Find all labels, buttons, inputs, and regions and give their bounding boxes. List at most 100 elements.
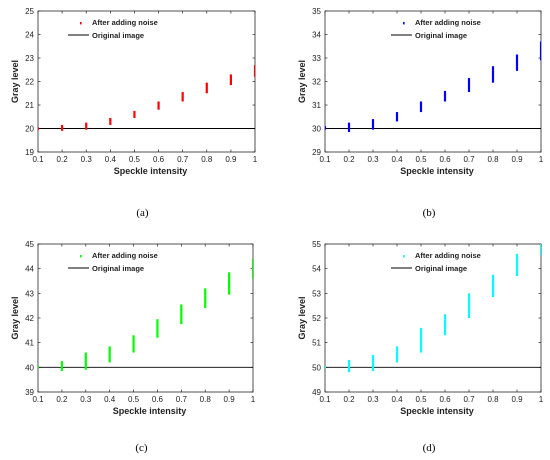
legend-noise-marker [403, 255, 405, 258]
x-tick-label: 0.8 [487, 395, 499, 404]
x-tick-label: 0.5 [128, 395, 140, 404]
legend-label-original: Original image [415, 264, 467, 273]
x-tick-label: 0.5 [415, 155, 427, 164]
x-tick-label: 1 [251, 395, 256, 404]
x-axis-title: Speckle intensity [400, 166, 474, 176]
legend-label-noise: After adding noise [415, 18, 481, 27]
x-tick-label: 0.3 [81, 155, 93, 164]
panel-label: (c) [135, 442, 148, 454]
x-tick-label: 0.3 [367, 395, 379, 404]
x-tick-label: 0.6 [153, 155, 165, 164]
series-layer [325, 244, 541, 373]
x-tick-label: 0.9 [224, 395, 236, 404]
y-tick-label: 45 [25, 240, 34, 249]
y-tick-label: 55 [312, 240, 321, 249]
y-tick-label: 43 [25, 289, 34, 298]
x-tick-label: 0.3 [80, 395, 92, 404]
series-layer [325, 41, 541, 133]
panel-label: (a) [136, 207, 149, 219]
y-tick-label: 50 [312, 363, 321, 372]
x-tick-label: 0.3 [367, 155, 379, 164]
x-tick-label: 1 [253, 155, 258, 164]
x-tick-label: 0.6 [439, 155, 451, 164]
y-tick-label: 39 [25, 388, 34, 397]
y-tick-label: 25 [25, 7, 34, 16]
chart-panel-4: 0.1 0.2 0.3 0.4 0.5 0.6 0.7 0.8 0.9 1 49 50 51 52 53 54… [297, 240, 544, 454]
x-tick-label: 0.9 [225, 155, 237, 164]
y-tick-label: 22 [25, 78, 34, 87]
y-tick-label: 30 [312, 125, 321, 134]
panel-label: (b) [423, 207, 436, 219]
y-tick-label: 52 [312, 314, 321, 323]
legend-label-noise: After adding noise [415, 251, 481, 260]
x-tick-label: 0.2 [343, 155, 355, 164]
x-tick-label: 0.1 [319, 395, 331, 404]
chart-panel-2: 0.1 0.2 0.3 0.4 0.5 0.6 0.7 0.8 0.9 1 29 30 31 32 33 34… [297, 7, 544, 219]
x-tick-label: 1 [539, 155, 544, 164]
y-tick-label: 42 [25, 314, 34, 323]
x-tick-label: 0.7 [176, 395, 188, 404]
legend: After adding noise Original image [391, 251, 481, 273]
x-tick-label: 0.2 [56, 395, 68, 404]
x-tick-label: 0.7 [463, 155, 475, 164]
legend-noise-marker [403, 22, 405, 25]
x-tick-label: 0.5 [129, 155, 141, 164]
legend: After adding noise Original image [68, 18, 158, 40]
x-axis-title: Speckle intensity [114, 166, 188, 176]
y-tick-label: 32 [312, 78, 321, 87]
legend-noise-marker [80, 22, 82, 25]
y-tick-label: 24 [25, 31, 34, 40]
x-tick-label: 0.5 [415, 395, 427, 404]
x-tick-label: 0.7 [463, 395, 475, 404]
y-axis-title: Gray level [297, 60, 307, 103]
x-axis-title: Speckle intensity [113, 406, 187, 416]
panel-label: (d) [423, 442, 436, 454]
y-tick-label: 41 [25, 339, 34, 348]
y-tick-label: 31 [312, 101, 321, 110]
legend: After adding noise Original image [68, 251, 158, 273]
x-tick-label: 0.2 [343, 395, 355, 404]
y-tick-label: 40 [25, 363, 34, 372]
y-tick-label: 20 [25, 125, 34, 134]
y-tick-label: 35 [312, 7, 321, 16]
y-axis-title: Gray level [297, 296, 307, 339]
y-axis-title: Gray level [10, 296, 20, 339]
x-tick-label: 0.1 [32, 155, 44, 164]
y-tick-label: 29 [312, 148, 321, 157]
y-tick-label: 21 [25, 101, 34, 110]
legend-label-noise: After adding noise [92, 251, 158, 260]
x-tick-label: 0.9 [511, 395, 523, 404]
y-axis-title: Gray level [10, 60, 20, 103]
x-tick-label: 0.4 [391, 395, 403, 404]
x-tick-label: 0.8 [200, 395, 212, 404]
x-tick-label: 0.4 [105, 155, 117, 164]
legend-label-original: Original image [92, 264, 144, 273]
y-tick-label: 19 [25, 148, 34, 157]
legend-noise-marker [80, 255, 82, 258]
chart-panel-3: 0.1 0.2 0.3 0.4 0.5 0.6 0.7 0.8 0.9 1 39 40 41 42 43 44… [10, 240, 256, 454]
y-tick-label: 53 [312, 289, 321, 298]
legend-label-noise: After adding noise [92, 18, 158, 27]
y-tick-label: 51 [312, 339, 321, 348]
x-tick-label: 0.1 [32, 395, 44, 404]
legend: After adding noise Original image [391, 18, 481, 40]
x-tick-label: 0.2 [57, 155, 69, 164]
y-tick-label: 23 [25, 54, 34, 63]
x-tick-label: 0.9 [511, 155, 523, 164]
y-tick-label: 49 [312, 388, 321, 397]
y-tick-label: 44 [25, 265, 34, 274]
x-tick-label: 0.8 [487, 155, 499, 164]
chart-panel-1: 0.1 0.2 0.3 0.4 0.5 0.6 0.7 0.8 0.9 1 19 20 21 22 23 24… [10, 7, 258, 219]
legend-label-original: Original image [415, 31, 467, 40]
x-tick-label: 0.7 [177, 155, 189, 164]
y-tick-label: 54 [312, 265, 321, 274]
plot-area [37, 243, 254, 393]
x-tick-label: 0.4 [391, 155, 403, 164]
x-axis-title: Speckle intensity [400, 406, 474, 416]
plot-area [37, 10, 256, 153]
x-tick-label: 0.1 [319, 155, 331, 164]
x-tick-label: 1 [539, 395, 544, 404]
x-tick-label: 0.6 [439, 395, 451, 404]
x-tick-label: 0.8 [201, 155, 213, 164]
